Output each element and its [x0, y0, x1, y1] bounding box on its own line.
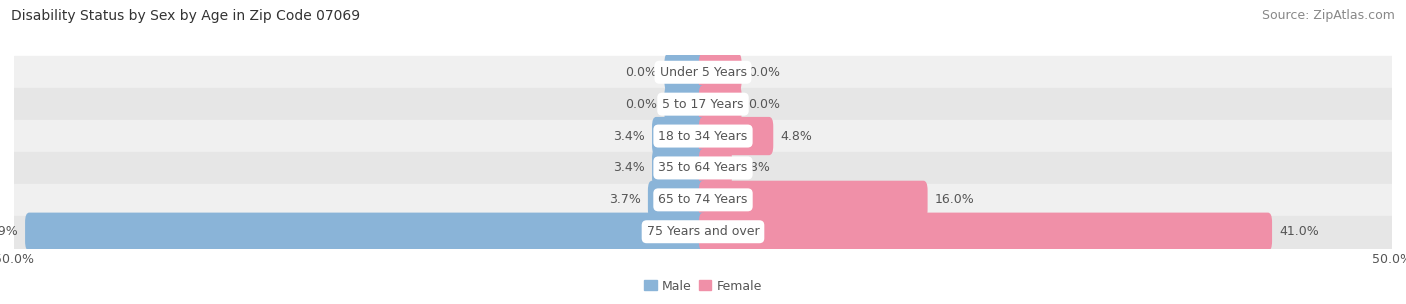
- Text: Source: ZipAtlas.com: Source: ZipAtlas.com: [1261, 9, 1395, 22]
- Bar: [14, 88, 1392, 120]
- FancyBboxPatch shape: [699, 117, 773, 155]
- Text: 4.8%: 4.8%: [780, 130, 813, 143]
- FancyBboxPatch shape: [648, 181, 707, 219]
- Text: Under 5 Years: Under 5 Years: [659, 66, 747, 79]
- Text: 0.0%: 0.0%: [626, 98, 658, 111]
- FancyBboxPatch shape: [699, 212, 1272, 251]
- Text: 35 to 64 Years: 35 to 64 Years: [658, 161, 748, 174]
- Text: 3.4%: 3.4%: [613, 161, 645, 174]
- FancyBboxPatch shape: [652, 117, 707, 155]
- Bar: [14, 184, 1392, 216]
- Text: 41.0%: 41.0%: [1279, 225, 1319, 238]
- Text: 18 to 34 Years: 18 to 34 Years: [658, 130, 748, 143]
- FancyBboxPatch shape: [665, 85, 707, 123]
- FancyBboxPatch shape: [665, 53, 707, 92]
- FancyBboxPatch shape: [652, 149, 707, 187]
- FancyBboxPatch shape: [699, 181, 928, 219]
- Text: 1.8%: 1.8%: [738, 161, 770, 174]
- Text: 3.7%: 3.7%: [609, 193, 641, 206]
- Text: 0.0%: 0.0%: [626, 66, 658, 79]
- Text: Disability Status by Sex by Age in Zip Code 07069: Disability Status by Sex by Age in Zip C…: [11, 9, 360, 23]
- Text: 48.9%: 48.9%: [0, 225, 18, 238]
- Text: 0.0%: 0.0%: [748, 98, 780, 111]
- Bar: [14, 120, 1392, 152]
- Legend: Male, Female: Male, Female: [640, 275, 766, 298]
- FancyBboxPatch shape: [699, 53, 741, 92]
- Text: 5 to 17 Years: 5 to 17 Years: [662, 98, 744, 111]
- Text: 0.0%: 0.0%: [748, 66, 780, 79]
- Text: 16.0%: 16.0%: [935, 193, 974, 206]
- Bar: [14, 152, 1392, 184]
- Bar: [14, 216, 1392, 248]
- Text: 3.4%: 3.4%: [613, 130, 645, 143]
- FancyBboxPatch shape: [699, 149, 733, 187]
- FancyBboxPatch shape: [699, 85, 741, 123]
- Text: 75 Years and over: 75 Years and over: [647, 225, 759, 238]
- Text: 65 to 74 Years: 65 to 74 Years: [658, 193, 748, 206]
- Bar: [14, 56, 1392, 88]
- FancyBboxPatch shape: [25, 212, 707, 251]
